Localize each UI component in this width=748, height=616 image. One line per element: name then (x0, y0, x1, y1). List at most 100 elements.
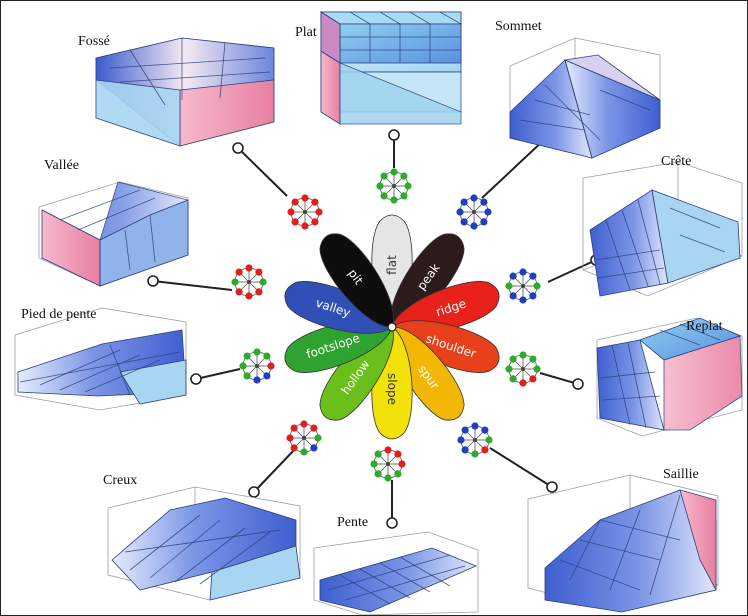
pattern-vallee-node (259, 278, 267, 286)
pattern-creux-node (290, 424, 298, 432)
connector-plat-endpoint (388, 129, 400, 141)
pattern-saillie-node (461, 426, 469, 434)
center-hub (387, 322, 397, 332)
petal-peak: peak (390, 233, 465, 328)
pattern-crete (505, 268, 541, 304)
landform-pied-de-pente-name: Pied de pente (21, 307, 96, 322)
pattern-creux-node (314, 434, 322, 442)
landform-crete-block (582, 161, 743, 297)
pattern-crete-node (509, 272, 517, 280)
pattern-replat-node (529, 375, 537, 383)
pattern-replat-node (509, 355, 517, 363)
pattern-pied-de-pente-node (239, 362, 247, 370)
landform-plat-block (319, 11, 462, 125)
landform-vallee-name: Vallée (44, 158, 79, 173)
pattern-crete-node (533, 282, 541, 290)
connector-fosse-endpoint (232, 142, 244, 154)
pattern-plat-node (380, 172, 388, 180)
pattern-fosse-node (311, 198, 319, 206)
landform-creux-block (107, 486, 301, 601)
pattern-vallee (231, 264, 267, 300)
pattern-crete-node (529, 292, 537, 300)
pattern-plat-node (390, 196, 398, 204)
petal-valley: valley (284, 281, 393, 334)
pattern-creux-node (310, 424, 318, 432)
connector-pente (386, 480, 398, 529)
petal-spur: spur (390, 326, 465, 421)
pattern-saillie-node (471, 450, 479, 458)
petal-flat-label: flat (385, 255, 399, 275)
landform-creux-name: Creux (103, 473, 137, 488)
landform-fosse-name: Fossé (78, 34, 110, 49)
landform-replat-name: Replat (686, 319, 723, 334)
landform-pied-de-pente-block (14, 307, 187, 411)
pattern-saillie-node (485, 436, 493, 444)
landform-fosse-block (95, 37, 275, 147)
pattern-saillie-node (481, 426, 489, 434)
pattern-pied-de-pente-node (253, 376, 261, 384)
connector-replat (539, 372, 584, 390)
pattern-pente (370, 446, 406, 482)
connector-vallee-endpoint (147, 275, 159, 287)
pattern-pente-node (374, 450, 382, 458)
pattern-sommet-node (460, 218, 468, 226)
landform-vallee-block (38, 181, 189, 287)
pattern-creux-node (300, 448, 308, 456)
pattern-sommet (456, 194, 492, 230)
pattern-pente-node (384, 474, 392, 482)
connector-crete (547, 254, 602, 283)
pattern-replat-node (519, 379, 527, 387)
pattern-fosse-node (311, 218, 319, 226)
petal-slope-label: slope (385, 373, 399, 405)
pattern-fosse-node (315, 208, 323, 216)
connector-creux-endpoint (248, 486, 260, 498)
pattern-sommet-node (480, 218, 488, 226)
pattern-saillie-node (457, 436, 465, 444)
pattern-creux-node (290, 444, 298, 452)
pattern-fosse-node (291, 198, 299, 206)
pattern-sommet-node (484, 208, 492, 216)
landform-pente-block (313, 531, 479, 616)
connector-saillie-endpoint (546, 481, 558, 493)
pattern-saillie-node (471, 422, 479, 430)
landform-pente-name: Pente (337, 515, 368, 530)
pattern-replat-node (529, 355, 537, 363)
pattern-pente-node (394, 450, 402, 458)
pattern-pente-node (394, 470, 402, 478)
landform-crete-name: Crête (661, 154, 691, 169)
pattern-vallee-node (235, 288, 243, 296)
pattern-pente-node (370, 460, 378, 468)
pattern-crete-node (505, 282, 513, 290)
pattern-plat-node (400, 172, 408, 180)
pattern-pied-de-pente-node (243, 352, 251, 360)
landform-sommet-name: Sommet (495, 19, 542, 34)
pattern-vallee-node (255, 288, 263, 296)
pattern-replat (505, 351, 541, 387)
pattern-vallee-node (235, 268, 243, 276)
connector-pente-endpoint (386, 517, 398, 529)
pattern-pied-de-pente-node (267, 362, 275, 370)
connector-replat-endpoint (572, 378, 584, 390)
pattern-crete-node (509, 292, 517, 300)
pattern-pente-node (374, 470, 382, 478)
connector-fosse (232, 142, 288, 197)
pattern-fosse (287, 194, 323, 230)
pattern-pied-de-pente-node (263, 352, 271, 360)
pattern-vallee-node (245, 264, 253, 272)
pattern-saillie-node (481, 446, 489, 454)
pattern-vallee-node (255, 268, 263, 276)
connector-creux (248, 447, 297, 498)
pattern-pente-node (384, 446, 392, 454)
pattern-vallee-node (231, 278, 239, 286)
pattern-creux (286, 420, 322, 456)
landform-saillie-name: Saillie (663, 467, 699, 482)
pattern-fosse-node (301, 194, 309, 202)
pattern-fosse-node (287, 208, 295, 216)
landform-replat-block (596, 317, 743, 437)
pattern-creux-node (286, 434, 294, 442)
connector-pied-de-pente (190, 368, 241, 385)
connector-plat (388, 129, 400, 168)
pattern-plat (376, 168, 412, 204)
pattern-pied-de-pente-node (253, 348, 261, 356)
